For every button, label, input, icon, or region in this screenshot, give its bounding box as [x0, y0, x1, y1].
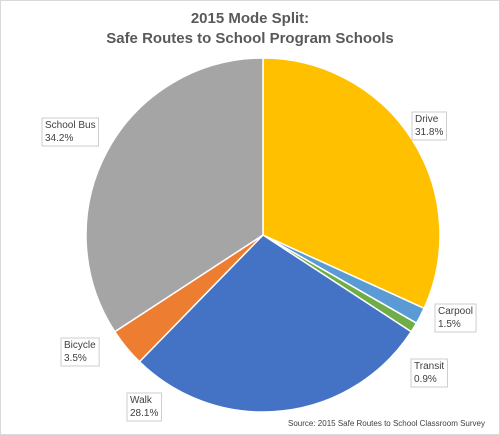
data-label-value-bicycle: 3.5%: [64, 353, 87, 364]
data-label-box-transit: [410, 358, 448, 388]
data-label-walk: Walk 28.1%: [126, 392, 162, 422]
data-label-drive: Drive 31.8%: [411, 111, 447, 141]
pie-slice-walk: [138, 234, 413, 413]
data-label-name-school-bus: School Bus: [45, 120, 96, 131]
data-label-value-transit: 0.9%: [414, 374, 437, 385]
data-label-box-drive: [411, 111, 447, 141]
data-label-box-carpool: [434, 303, 477, 333]
data-label-value-carpool: 1.5%: [438, 319, 461, 330]
pie-slice-school-bus: [85, 57, 264, 333]
chart-title-line-2: Safe Routes to School Program Schools: [106, 30, 394, 47]
data-label-value-school-bus: 34.2%: [45, 133, 73, 144]
data-label-box-bicycle: [60, 337, 100, 367]
data-label-bicycle: Bicycle 3.5%: [60, 337, 100, 367]
chart-title-line-1: 2015 Mode Split:: [190, 10, 310, 27]
source-note: Source: 2015 Safe Routes to School Class…: [288, 419, 485, 428]
data-label-name-transit: Transit: [414, 361, 444, 372]
data-label-transit: Transit 0.9%: [410, 358, 448, 388]
data-label-value-drive: 31.8%: [415, 127, 443, 138]
data-label-carpool: Carpool 1.5%: [434, 303, 477, 333]
data-label-name-carpool: Carpool: [438, 306, 473, 317]
data-label-name-walk: Walk: [130, 395, 153, 406]
data-label-name-drive: Drive: [415, 114, 439, 125]
data-label-name-bicycle: Bicycle: [64, 340, 96, 351]
data-label-box-school-bus: [41, 117, 99, 147]
chart-title: 2015 Mode Split: Safe Routes to School P…: [1, 9, 499, 49]
data-label-school-bus: School Bus 34.2%: [41, 117, 99, 147]
data-label-value-walk: 28.1%: [130, 408, 158, 419]
data-label-box-walk: [126, 392, 162, 422]
